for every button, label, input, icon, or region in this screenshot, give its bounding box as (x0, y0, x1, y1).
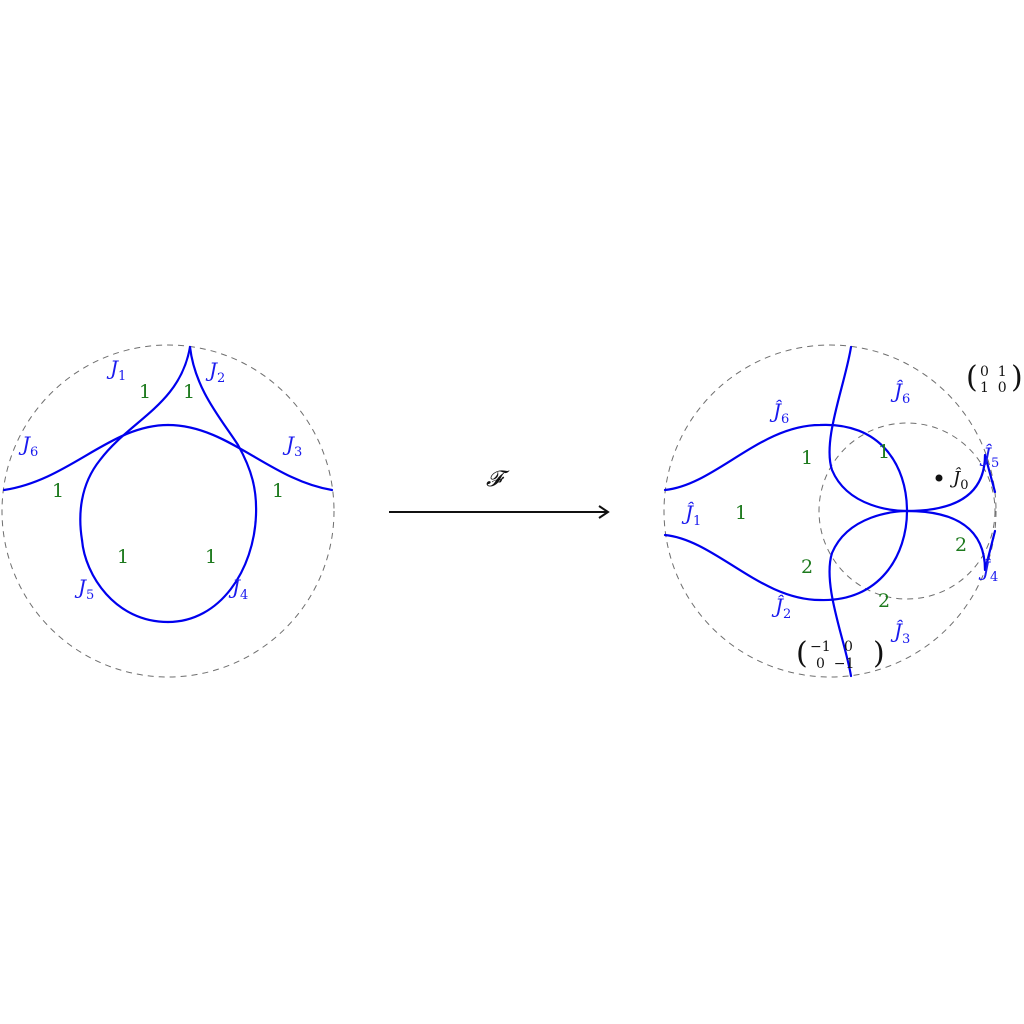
label-jhat0: Ĵ0 (949, 466, 969, 493)
label-j4: J4 (228, 575, 248, 603)
matrix-negation-right-paren: ) (873, 636, 885, 671)
right-boundary-circle (663, 344, 997, 678)
right-curve-j2 (663, 509, 909, 602)
arrow-head (598, 505, 610, 519)
right-curve-j5 (905, 453, 997, 513)
left-curve-j6 (2, 423, 170, 492)
matrix-swap-right-paren: ) (1011, 360, 1023, 395)
left-curve-j4 (166, 513, 258, 624)
right-multiplicity: 2 (878, 590, 890, 612)
right-diagram: Ĵ1 Ĵ2 Ĵ3 Ĵ4 Ĵ5 Ĵ6 Ĵ6 Ĵ0 1 1 1 2 2 2 ( 0 … (663, 344, 1023, 678)
matrix-negation: ( −1 0 0 −1 ) (796, 636, 885, 672)
right-curve-j6 (663, 423, 909, 513)
matrix-swap: ( 0 1 1 0 ) (966, 360, 1023, 396)
right-multiplicity: 1 (735, 502, 747, 524)
label-jhat6: Ĵ6 (769, 398, 789, 427)
left-curve-j3 (166, 423, 334, 492)
matrix-negation-left-paren: ( (796, 636, 808, 671)
left-curve-j2 (188, 345, 258, 517)
label-jhat3: Ĵ3 (890, 618, 910, 647)
left-multiplicity: 1 (205, 546, 217, 568)
left-multiplicity: 1 (183, 381, 195, 403)
left-multiplicity: 1 (139, 381, 151, 403)
right-curve-j4 (905, 509, 997, 572)
map-arrow: 𝓕 (389, 467, 610, 519)
right-multiplicity: 2 (801, 556, 813, 578)
matrix-swap-row2: 1 0 (980, 380, 1007, 396)
left-curve-j1 (79, 345, 192, 542)
right-multiplicity: 2 (955, 534, 967, 556)
label-jhat1: Ĵ1 (681, 500, 701, 529)
right-multiplicity: 1 (801, 447, 813, 469)
right-inner-circle (818, 422, 996, 600)
label-j2: J2 (205, 358, 225, 386)
left-multiplicity: 1 (117, 546, 129, 568)
left-curve-j5 (80, 538, 170, 624)
left-multiplicity: 1 (52, 480, 64, 502)
label-jhat2: Ĵ2 (771, 593, 791, 622)
label-j3: J3 (282, 432, 302, 460)
map-label: 𝓕 (486, 467, 510, 492)
left-multiplicity: 1 (272, 480, 284, 502)
left-diagram: J1 J2 J3 J4 J5 J6 1 1 1 1 1 1 (1, 344, 335, 678)
label-jhat5: Ĵ5 (979, 442, 999, 471)
j0-point (935, 474, 943, 482)
matrix-swap-left-paren: ( (966, 360, 978, 395)
right-curve-upper-vertical (828, 345, 909, 513)
label-j6: J6 (18, 432, 38, 460)
right-curve-lower-vertical (828, 509, 909, 678)
label-j5: J5 (74, 575, 94, 603)
matrix-negation-row1: −1 0 (810, 639, 853, 655)
right-multiplicity: 1 (878, 441, 890, 463)
label-jhat4: Ĵ4 (978, 556, 998, 585)
left-boundary-circle (1, 344, 335, 678)
matrix-negation-row2: 0 −1 (816, 656, 854, 672)
label-j1: J1 (106, 356, 126, 384)
matrix-swap-row1: 0 1 (980, 364, 1007, 380)
label-jhat6-outer: Ĵ6 (890, 378, 910, 407)
